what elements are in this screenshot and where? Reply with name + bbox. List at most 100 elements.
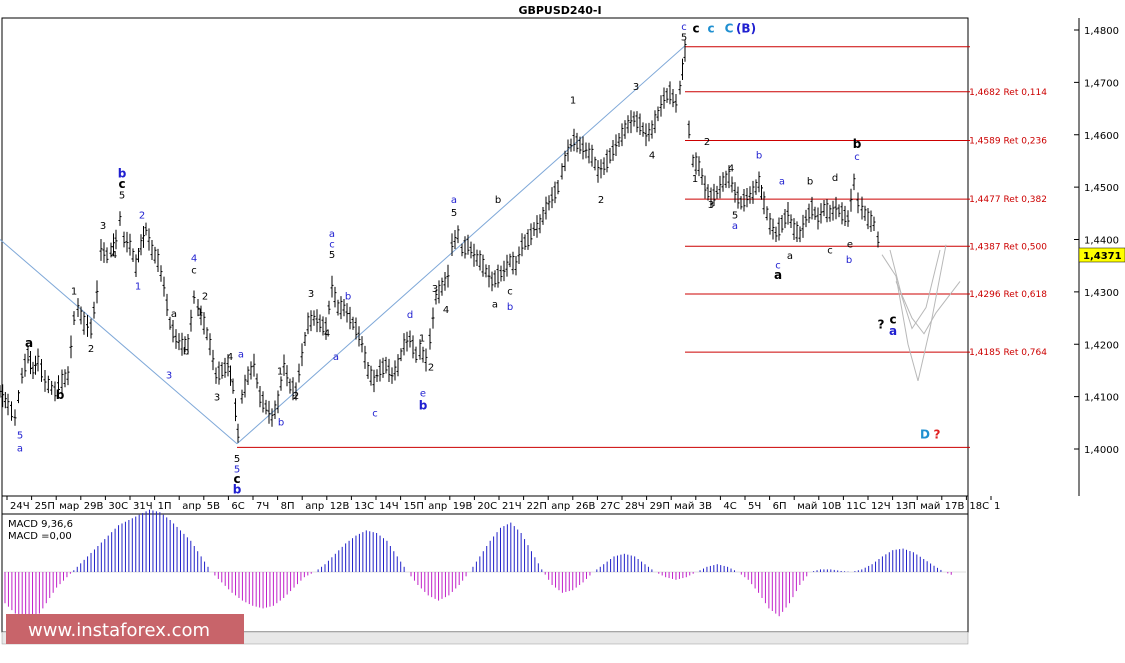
wave-label: 5 — [234, 454, 240, 465]
wave-label: a — [787, 251, 793, 262]
x-tick-label: 24Ч — [10, 501, 30, 512]
wave-label: a — [889, 324, 897, 338]
channel-line — [0, 239, 238, 445]
wave-label: e — [847, 239, 853, 250]
wave-label: 1 — [570, 95, 576, 106]
macd-histogram — [4, 509, 966, 624]
x-tick-label: май — [674, 501, 694, 512]
wave-label: b — [507, 302, 513, 313]
wave-label: a — [492, 300, 498, 311]
x-tick-label: 14Ч — [379, 501, 399, 512]
wave-label: b — [278, 417, 284, 428]
wave-label: 3 — [432, 284, 438, 295]
wave-label: c — [191, 266, 197, 277]
wave-label: b — [56, 388, 65, 402]
wave-label: 2 — [202, 292, 208, 303]
chart-title: GBPUSD240-I — [518, 4, 601, 17]
y-tick-label: 1,4700 — [1084, 78, 1119, 89]
wave-label: 2 — [704, 137, 710, 148]
wave-label: a — [17, 444, 23, 455]
x-tick-label: 27С — [600, 501, 620, 512]
wave-label: 1 — [692, 174, 698, 185]
y-tick-label: 1,4600 — [1084, 131, 1119, 142]
time-axis: 24Ч 25П мар 29В 30С 31Ч 1П апр 5В 6С 7Ч 8П апр 12В 13С… — [6, 496, 1000, 512]
y-tick-label: 1,4200 — [1084, 340, 1119, 351]
x-tick-label: 6П — [773, 501, 787, 512]
wave-label: 1 — [71, 286, 77, 297]
wave-label: 4 — [111, 250, 117, 261]
wave-label: 5 — [329, 250, 335, 261]
wave-label: 2 — [88, 344, 94, 355]
wave-label: 1 — [197, 307, 203, 318]
x-tick-label: 12В — [330, 501, 350, 512]
wave-label: c — [707, 22, 714, 36]
wave-label: a — [732, 221, 738, 232]
wave-label: 4 — [191, 253, 197, 264]
x-tick-label: 22П — [527, 501, 547, 512]
wave-label: c — [692, 22, 699, 36]
fib-label: 1,4185 Ret 0,764 — [969, 348, 1047, 358]
fib-label: 1,4296 Ret 0,618 — [969, 290, 1047, 300]
wave-label: b — [495, 195, 501, 206]
wave-label: 3 — [166, 370, 172, 381]
x-tick-label: 3В — [699, 501, 712, 512]
wave-label: 5 — [17, 431, 23, 442]
wave-label: b — [807, 177, 813, 188]
wave-label: b — [233, 483, 242, 497]
x-tick-label: 19В — [453, 501, 473, 512]
y-tick-label: 1,4400 — [1084, 236, 1119, 247]
fib-label: 1,4682 Ret 0,114 — [969, 88, 1047, 98]
wave-label: c — [118, 177, 125, 191]
macd-value: MACD =0,00 — [8, 531, 72, 542]
wave-label: D — [920, 428, 930, 442]
wave-label: a — [451, 195, 457, 206]
y-tick-label: 1,4300 — [1084, 288, 1119, 299]
wave-label: c — [329, 239, 335, 250]
x-tick-label: 26В — [576, 501, 596, 512]
wave-label: 3 — [100, 221, 106, 232]
x-tick-label: 20С — [477, 501, 497, 512]
wave-label: 2 — [293, 391, 299, 402]
x-tick-label: май — [920, 501, 940, 512]
wave-label: 1 — [419, 334, 425, 345]
x-tick-label: апр — [428, 501, 447, 512]
watermark-text: www.instaforex.com — [28, 620, 210, 641]
wave-label: 2 — [598, 195, 604, 206]
wave-label: b — [756, 150, 762, 161]
x-tick-label: 5Ч — [748, 501, 761, 512]
projection-paths — [881, 244, 961, 382]
wave-label: a — [774, 268, 782, 282]
wave-label: c — [827, 246, 833, 257]
fib-label: 1,4477 Ret 0,382 — [969, 195, 1047, 205]
x-tick-label: апр — [551, 501, 570, 512]
wave-label: 5 — [732, 211, 738, 222]
wave-label: b — [183, 347, 189, 358]
x-tick-label: 17В — [945, 501, 965, 512]
x-tick-label: мар — [59, 501, 79, 512]
x-tick-label: 8П — [281, 501, 295, 512]
x-tick-label: 12Ч — [871, 501, 891, 512]
wave-label: b — [419, 399, 428, 413]
wave-label: 3 — [214, 392, 220, 403]
x-tick-label: 13С — [354, 501, 374, 512]
wave-label: a — [171, 309, 177, 320]
x-tick-label: 18С — [969, 501, 989, 512]
wave-label: 5 — [681, 32, 687, 43]
x-tick-label: 1П — [158, 501, 172, 512]
wave-label: b — [345, 292, 351, 303]
wave-label: a — [779, 177, 785, 188]
macd-name: MACD 9,36,6 — [8, 519, 73, 530]
x-tick-label: 31Ч — [133, 501, 153, 512]
wave-label: 4 — [227, 352, 233, 363]
wave-label: b — [118, 167, 127, 181]
x-tick-label: 1 — [994, 501, 1000, 512]
x-tick-label: 28Ч — [625, 501, 645, 512]
x-tick-label: 11С — [846, 501, 866, 512]
x-tick-label: 30С — [108, 501, 128, 512]
wave-label: ? — [934, 428, 941, 442]
wave-label: e — [420, 389, 426, 400]
y-tick-label: 1,4000 — [1084, 445, 1119, 456]
y-tick-label: 1,4500 — [1084, 183, 1119, 194]
